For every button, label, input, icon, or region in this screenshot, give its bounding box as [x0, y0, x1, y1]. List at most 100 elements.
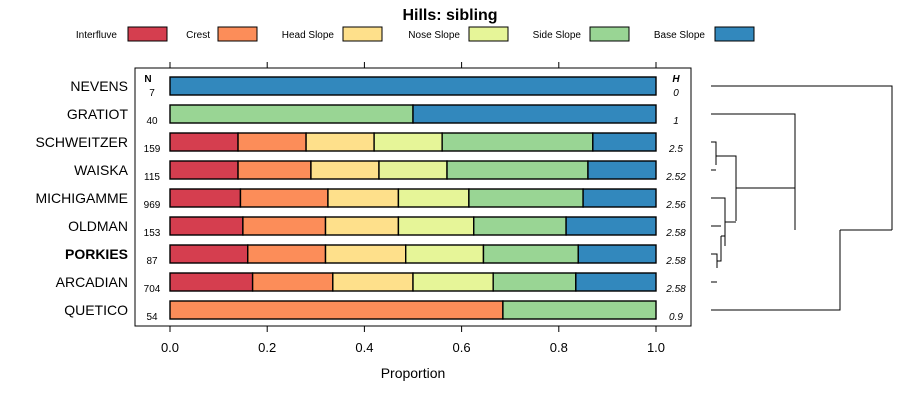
bar-row: WAISKA 115 2.52	[74, 160, 686, 183]
bar-segment	[169, 104, 414, 124]
legend-label: Base Slope	[654, 30, 706, 41]
bar-rows: NEVENS 7 0 GRATIOT 40 1 SCHWEITZER 159 2.5 WAISKA…	[35, 76, 686, 323]
bar-segment	[169, 216, 244, 236]
row-label: MICHIGAMME	[35, 190, 128, 206]
bar-segment	[332, 272, 414, 292]
bar-segment	[397, 188, 470, 208]
legend-label: Crest	[186, 30, 210, 41]
row-n-value: 7	[149, 88, 155, 99]
bar-segment	[592, 132, 657, 152]
chart-title: Hills: sibling	[402, 7, 497, 24]
bar-segment	[169, 132, 239, 152]
row-label: PORKIES	[65, 246, 128, 262]
row-n-value: 54	[146, 312, 158, 323]
bar-segment	[169, 272, 254, 292]
bar-segment	[237, 132, 307, 152]
row-n-value: 153	[144, 228, 161, 239]
row-label: GRATIOT	[67, 106, 129, 122]
x-tick-label: 0.2	[258, 340, 276, 355]
row-n-value: 115	[144, 172, 160, 183]
dendrogram	[711, 85, 893, 311]
h-header: H	[672, 74, 680, 85]
x-tick-label: 0.0	[161, 340, 179, 355]
bar-segment	[324, 244, 407, 264]
legend-swatch	[468, 26, 509, 42]
row-n-value: 159	[144, 144, 161, 155]
bar-row: PORKIES 87 2.58	[65, 244, 686, 267]
row-h-value: 2.58	[665, 228, 686, 239]
bar-segment	[587, 160, 657, 180]
row-h-value: 0	[673, 88, 679, 99]
legend-label: Nose Slope	[408, 30, 460, 41]
bar-segment	[446, 160, 589, 180]
row-h-value: 2.5	[668, 144, 683, 155]
plot-frame	[134, 67, 692, 327]
row-label: ARCADIAN	[56, 274, 128, 290]
row-label: QUETICO	[64, 302, 128, 318]
bar-segment	[412, 104, 657, 124]
bar-segment	[239, 188, 329, 208]
legend-swatch	[342, 26, 383, 42]
legend-swatch	[217, 26, 258, 42]
x-tick-label: 0.4	[355, 340, 373, 355]
row-label: SCHWEITZER	[35, 134, 128, 150]
bar-segment	[169, 300, 504, 320]
row-h-value: 2.58	[665, 256, 686, 267]
bar-segment	[441, 132, 594, 152]
bar-segment	[378, 160, 448, 180]
x-tick-label: 1.0	[647, 340, 665, 355]
bar-segment	[397, 216, 475, 236]
bar-segment	[237, 160, 312, 180]
bar-segment	[582, 188, 657, 208]
legend-label: Side Slope	[533, 30, 582, 41]
row-label: OLDMAN	[68, 218, 128, 234]
row-n-value: 704	[144, 284, 161, 295]
bar-segment	[502, 300, 657, 320]
legend-swatch	[714, 26, 755, 42]
bar-row: ARCADIAN 704 2.58	[56, 272, 686, 295]
n-header: N	[144, 74, 151, 85]
bar-segment	[169, 76, 657, 96]
bar-segment	[169, 188, 242, 208]
row-h-value: 2.52	[665, 172, 686, 183]
row-label: WAISKA	[74, 162, 129, 178]
bar-segment	[373, 132, 443, 152]
dendrogram-branches	[711, 85, 893, 311]
bar-segment	[251, 272, 334, 292]
bar-segment	[169, 160, 239, 180]
bar-segment	[327, 188, 400, 208]
bar-row: QUETICO 54 0.9	[64, 300, 683, 323]
bar-segment	[324, 216, 400, 236]
legend-label: Head Slope	[282, 30, 335, 41]
bar-segment	[169, 244, 249, 264]
bar-segment	[575, 272, 657, 292]
legend: Interfluve Crest Head Slope Nose Slope Side …	[76, 26, 755, 42]
row-h-value: 2.56	[665, 200, 686, 211]
legend-swatch	[127, 26, 168, 42]
x-tick-label: 0.8	[550, 340, 568, 355]
bar-segment	[305, 132, 375, 152]
bar-segment	[242, 216, 327, 236]
bar-segment	[468, 188, 584, 208]
row-n-value: 87	[146, 256, 158, 267]
bar-segment	[473, 216, 567, 236]
bar-segment	[247, 244, 327, 264]
x-tick-label: 0.6	[453, 340, 471, 355]
bar-row: NEVENS 7 0	[70, 76, 679, 99]
x-axis-label: Proportion	[381, 365, 446, 381]
bar-segment	[482, 244, 579, 264]
bar-segment	[565, 216, 657, 236]
bar-row: SCHWEITZER 159 2.5	[35, 132, 683, 155]
bar-segment	[412, 272, 494, 292]
row-h-value: 1	[673, 116, 679, 127]
bar-row: GRATIOT 40 1	[67, 104, 679, 127]
row-n-value: 969	[144, 200, 161, 211]
bar-segment	[310, 160, 380, 180]
bar-segment	[405, 244, 485, 264]
x-axis: 0.0 0.2 0.4 0.6 0.8 1.0	[161, 62, 665, 355]
bar-row: MICHIGAMME 969 2.56	[35, 188, 686, 211]
bar-segment	[577, 244, 657, 264]
row-n-value: 40	[146, 116, 158, 127]
row-h-value: 0.9	[669, 312, 683, 323]
